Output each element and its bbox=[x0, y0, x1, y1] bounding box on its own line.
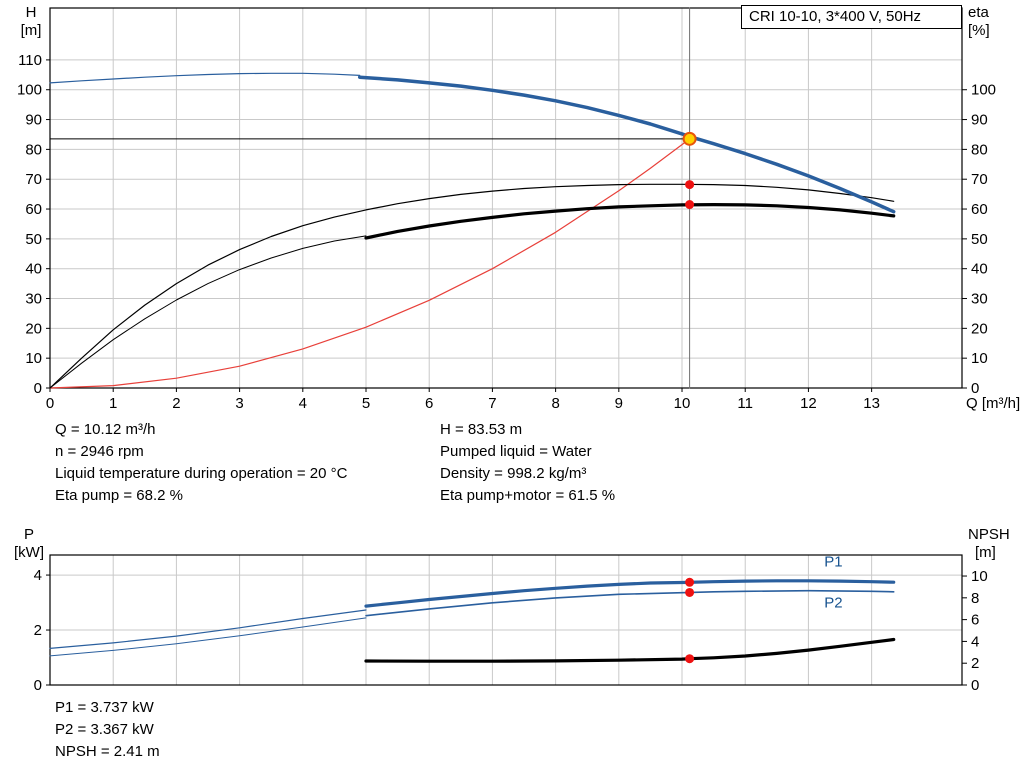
tick-label-right: 20 bbox=[971, 320, 988, 337]
tick-label-right: 80 bbox=[971, 141, 988, 158]
tick-label-left: 2 bbox=[34, 622, 42, 639]
system-curve bbox=[49, 138, 691, 389]
eta-motor-point bbox=[685, 200, 695, 210]
tick-label-left: 50 bbox=[25, 231, 42, 248]
p-axis-header: P [kW] bbox=[8, 526, 50, 562]
tick-label-right: 0 bbox=[971, 380, 979, 397]
plot-border bbox=[49, 7, 963, 389]
tick-label-left: 20 bbox=[25, 320, 42, 337]
tick-label-right: 10 bbox=[971, 568, 988, 585]
tick-label-x: 2 bbox=[172, 395, 180, 412]
plot-border bbox=[49, 554, 963, 686]
tick-label-x: 12 bbox=[800, 395, 817, 412]
operating-info-left: Q = 10.12 m³/h n = 2946 rpm Liquid tempe… bbox=[55, 419, 347, 507]
p1-label: P1 bbox=[824, 553, 842, 570]
info-eta-pump: Eta pump = 68.2 % bbox=[55, 487, 183, 504]
npsh-point bbox=[685, 654, 695, 664]
tick-label-left: 60 bbox=[25, 201, 42, 218]
tick-label-x: 13 bbox=[863, 395, 880, 412]
tick-label-x: 6 bbox=[425, 395, 433, 412]
tick-label-left: 40 bbox=[25, 261, 42, 278]
tick-label-left: 100 bbox=[17, 82, 42, 99]
eta-axis-unit: [%] bbox=[968, 22, 990, 39]
tick-label-x: 7 bbox=[488, 395, 496, 412]
p-axis-name: P bbox=[23, 526, 34, 543]
tick-label-right: 90 bbox=[971, 112, 988, 129]
h-axis-header: H [m] bbox=[12, 4, 50, 40]
tick-label-x: 10 bbox=[674, 395, 691, 412]
p2-curve-thin bbox=[49, 617, 367, 657]
tick-label-x: 11 bbox=[737, 395, 753, 412]
q-axis-label: Q [m³/h] bbox=[966, 395, 1021, 412]
pump-title-box: CRI 10-10, 3*400 V, 50Hz bbox=[741, 5, 962, 29]
tick-label-left: 10 bbox=[25, 350, 42, 367]
tick-label-right: 8 bbox=[971, 590, 979, 607]
p2-label: P2 bbox=[824, 594, 842, 611]
p-axis-unit: [kW] bbox=[14, 544, 44, 561]
npsh-curve bbox=[364, 637, 896, 663]
tick-label-left: 4 bbox=[34, 567, 42, 584]
tick-label-x: 5 bbox=[362, 395, 370, 412]
eta-pump-motor-thin bbox=[49, 235, 367, 389]
tick-label-right: 6 bbox=[971, 612, 979, 629]
info-flow: Q = 10.12 m³/h bbox=[55, 421, 156, 438]
npsh-axis-header: NPSH [m] bbox=[968, 526, 1020, 562]
tick-label-x: 3 bbox=[235, 395, 243, 412]
tick-label-right: 40 bbox=[971, 261, 988, 278]
tick-label-right: 2 bbox=[971, 655, 979, 672]
tick-label-x: 9 bbox=[615, 395, 623, 412]
info-speed: n = 2946 rpm bbox=[55, 443, 144, 460]
tick-label-left: 70 bbox=[25, 171, 42, 188]
tick-label-right: 60 bbox=[971, 201, 988, 218]
tick-label-x: 0 bbox=[46, 395, 54, 412]
tick-label-right: 50 bbox=[971, 231, 988, 248]
head-chart: 0102030405060708090100110010203040506070… bbox=[17, 7, 996, 412]
eta-axis-header: eta [%] bbox=[968, 4, 1018, 40]
pump-curve-thin bbox=[49, 72, 361, 84]
npsh-axis-unit: [m] bbox=[975, 544, 996, 561]
h-axis-unit: [m] bbox=[20, 22, 42, 39]
p1-curve bbox=[364, 579, 896, 608]
tick-label-right: 10 bbox=[971, 350, 988, 367]
info-eta-pump-motor: Eta pump+motor = 61.5 % bbox=[440, 487, 616, 504]
tick-label-left: 80 bbox=[25, 141, 42, 158]
p1-curve-thin bbox=[49, 609, 367, 649]
tick-label-x: 8 bbox=[551, 395, 559, 412]
p1-point bbox=[685, 577, 695, 587]
tick-label-left: 110 bbox=[18, 52, 42, 69]
tick-label-left: 0 bbox=[34, 677, 42, 694]
power-npsh: NPSH = 2.41 m bbox=[55, 743, 160, 760]
info-pumped-liquid: Pumped liquid = Water bbox=[440, 443, 592, 460]
power-chart: 0 2 4 0 2 4 6 8 10 P1 P2 bbox=[34, 553, 988, 694]
tick-label-right: 30 bbox=[971, 291, 988, 308]
power-info: P1 = 3.737 kW P2 = 3.367 kW NPSH = 2.41 … bbox=[55, 697, 160, 763]
duty-point bbox=[682, 131, 697, 146]
info-liquid-temp: Liquid temperature during operation = 20… bbox=[55, 465, 348, 482]
power-p2: P2 = 3.367 kW bbox=[55, 721, 154, 738]
tick-label-right: 100 bbox=[971, 82, 996, 99]
p2-curve bbox=[365, 589, 895, 617]
tick-label-x: 4 bbox=[299, 395, 307, 412]
eta-pump-point bbox=[685, 180, 695, 190]
tick-label-left: 0 bbox=[34, 380, 42, 397]
eta-pump-motor-curve bbox=[364, 203, 896, 240]
info-density: Density = 998.2 kg/m³ bbox=[440, 465, 587, 482]
h-axis-name: H bbox=[25, 4, 37, 21]
tick-label-right: 0 bbox=[971, 677, 979, 694]
tick-label-right: 70 bbox=[971, 171, 988, 188]
power-p1: P1 = 3.737 kW bbox=[55, 699, 154, 716]
npsh-axis-name: NPSH bbox=[968, 526, 1010, 543]
tick-label-left: 30 bbox=[25, 291, 42, 308]
p2-point bbox=[685, 587, 695, 597]
tick-label-left: 90 bbox=[25, 112, 42, 129]
tick-label-right: 4 bbox=[971, 633, 979, 650]
tick-label-x: 1 bbox=[109, 395, 117, 412]
pump-curve bbox=[357, 75, 896, 214]
eta-pump-curve bbox=[49, 183, 895, 389]
operating-info-right: H = 83.53 m Pumped liquid = Water Densit… bbox=[440, 419, 615, 507]
info-head: H = 83.53 m bbox=[440, 421, 523, 438]
eta-axis-name: eta bbox=[968, 4, 989, 21]
